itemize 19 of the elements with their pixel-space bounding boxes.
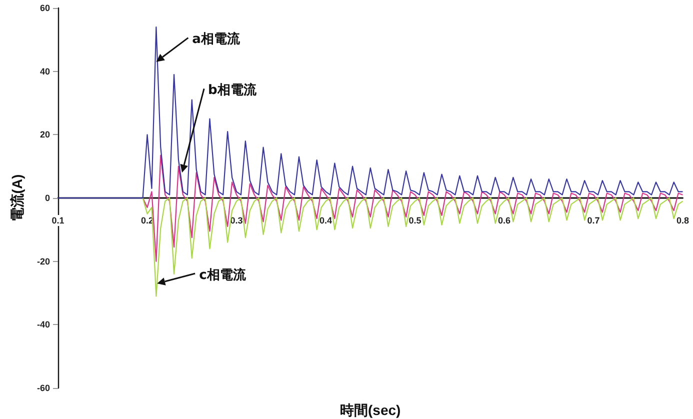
y-tick-label: -60	[36, 383, 50, 393]
annotation: a相電流	[192, 30, 240, 48]
y-tick-label: 0	[44, 193, 50, 203]
y-tick-label: 60	[40, 3, 50, 13]
x-tick-label: 0.7	[587, 216, 600, 226]
x-axis-title: 時間(sec)	[340, 402, 401, 418]
x-tick-label: 0.5	[408, 216, 422, 226]
y-tick-label: 40	[40, 66, 50, 76]
y-axis-title: 電流(A)	[9, 174, 25, 222]
annotation: c相電流	[199, 266, 246, 284]
y-tick-label: -20	[36, 256, 50, 266]
x-tick-label: 0.8	[676, 216, 689, 226]
y-tick-label: -40	[36, 320, 50, 330]
annotation: b相電流	[208, 82, 256, 99]
x-tick-label: 0.4	[319, 216, 332, 226]
line-series	[57, 26, 684, 199]
y-tick-label: 20	[40, 130, 50, 140]
x-tick-label: 0.1	[52, 216, 64, 226]
x-tick-label: 0.6	[498, 216, 511, 226]
